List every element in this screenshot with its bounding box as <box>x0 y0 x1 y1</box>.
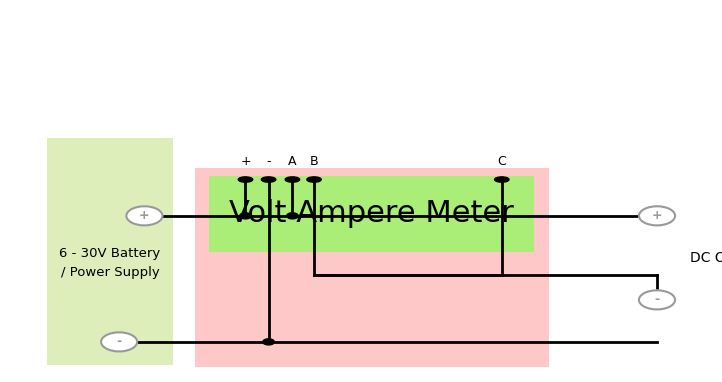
Circle shape <box>263 339 274 345</box>
Circle shape <box>126 206 162 225</box>
Text: +: + <box>240 155 251 168</box>
Circle shape <box>240 213 251 219</box>
FancyBboxPatch shape <box>209 176 534 252</box>
FancyBboxPatch shape <box>47 138 173 365</box>
Circle shape <box>639 290 675 309</box>
Text: -: - <box>654 293 660 306</box>
Text: A: A <box>288 155 297 168</box>
Text: -: - <box>116 335 122 348</box>
Text: +: + <box>139 209 149 222</box>
Text: Volt Ampere Meter: Volt Ampere Meter <box>230 199 514 228</box>
Text: +: + <box>652 209 662 222</box>
Text: -: - <box>266 155 271 168</box>
Circle shape <box>101 332 137 351</box>
Text: C: C <box>497 155 506 168</box>
Ellipse shape <box>285 177 300 182</box>
FancyBboxPatch shape <box>195 168 549 367</box>
Circle shape <box>639 206 675 225</box>
Ellipse shape <box>495 177 509 182</box>
Text: DC Output: DC Output <box>690 251 722 265</box>
Ellipse shape <box>307 177 321 182</box>
Circle shape <box>287 213 298 219</box>
Text: 6 - 30V Battery
/ Power Supply: 6 - 30V Battery / Power Supply <box>59 247 161 278</box>
Ellipse shape <box>238 177 253 182</box>
Ellipse shape <box>261 177 276 182</box>
Text: B: B <box>310 155 318 168</box>
